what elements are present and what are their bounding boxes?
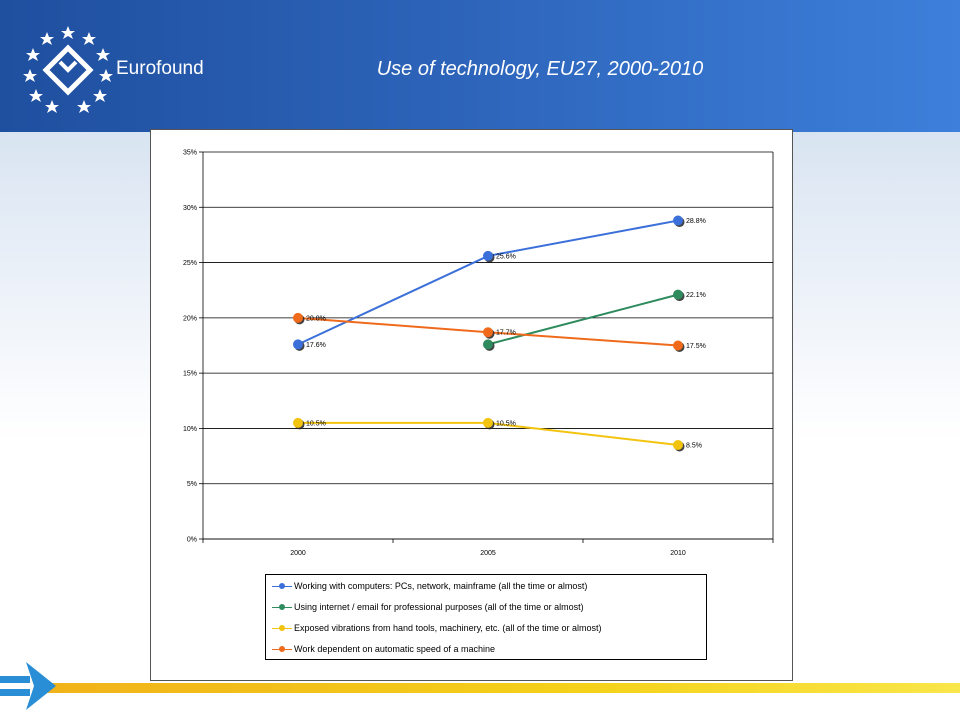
data-point [483, 417, 493, 428]
data-point [483, 250, 493, 261]
y-tick-label: 30% [183, 205, 197, 212]
legend-item: Using internet / email for professional … [272, 598, 584, 616]
data-label: 17.6% [306, 342, 326, 349]
legend-swatch [272, 645, 292, 653]
legend-label: Exposed vibrations from hand tools, mach… [294, 623, 602, 633]
y-tick-label: 5% [187, 481, 197, 488]
data-point [673, 340, 683, 351]
data-label: 28.8% [686, 218, 706, 225]
data-label: 10.5% [496, 420, 516, 427]
y-tick-label: 35% [183, 150, 197, 157]
y-tick-label: 10% [183, 426, 197, 433]
data-label: 22.1% [686, 292, 706, 299]
data-label: 8.5% [686, 443, 702, 450]
data-label: 10.5% [306, 420, 326, 427]
slide-title: Use of technology, EU27, 2000-2010 [376, 58, 704, 80]
data-point [673, 289, 683, 300]
x-tick-label: 2000 [290, 550, 306, 557]
y-tick-label: 0% [187, 537, 197, 544]
legend-item: Work dependent on automatic speed of a m… [272, 640, 495, 658]
data-point [483, 327, 493, 338]
x-tick-label: 2005 [480, 550, 496, 557]
line-chart: 0% 5% 10% 15% 20% 25% 30% 35% 2000 2005 2010 17.6% 2… [183, 150, 774, 557]
legend-swatch [272, 624, 292, 632]
data-point [483, 339, 493, 350]
y-tick-label: 25% [183, 260, 197, 267]
y-tick-label: 15% [183, 371, 197, 378]
legend-label: Using internet / email for professional … [294, 602, 584, 612]
bottom-accent-line [40, 683, 960, 693]
data-point [293, 417, 303, 428]
eurofound-logo [23, 26, 113, 113]
data-point [673, 440, 683, 451]
legend-item: Exposed vibrations from hand tools, mach… [272, 619, 601, 637]
data-label: 20.0% [306, 315, 326, 322]
data-point [293, 339, 303, 350]
legend-item: Working with computers: PCs, network, ma… [272, 577, 587, 595]
legend-swatch [272, 582, 292, 590]
chart-panel: 0% 5% 10% 15% 20% 25% 30% 35% 2000 2005 2010 17.6% 2… [150, 129, 793, 681]
series-line [297, 219, 679, 346]
arrow-right-icon [0, 662, 56, 710]
data-point [673, 215, 683, 226]
data-label: 25.6% [496, 253, 516, 260]
series-line [487, 293, 679, 346]
x-tick-label: 2010 [670, 550, 686, 557]
legend-label: Work dependent on automatic speed of a m… [294, 644, 495, 654]
star-ring-icon [23, 26, 113, 113]
data-point [293, 312, 303, 323]
diamond-mark-icon [42, 44, 94, 96]
data-label: 17.5% [686, 343, 706, 350]
header-banner: Eurofound Use of technology, EU27, 2000-… [0, 0, 960, 132]
y-tick-label: 20% [183, 315, 197, 322]
data-label: 17.7% [496, 330, 516, 337]
brand-name: Eurofound [116, 58, 204, 79]
legend-swatch [272, 603, 292, 611]
legend-label: Working with computers: PCs, network, ma… [294, 581, 588, 591]
chart-legend: Working with computers: PCs, network, ma… [265, 574, 707, 660]
